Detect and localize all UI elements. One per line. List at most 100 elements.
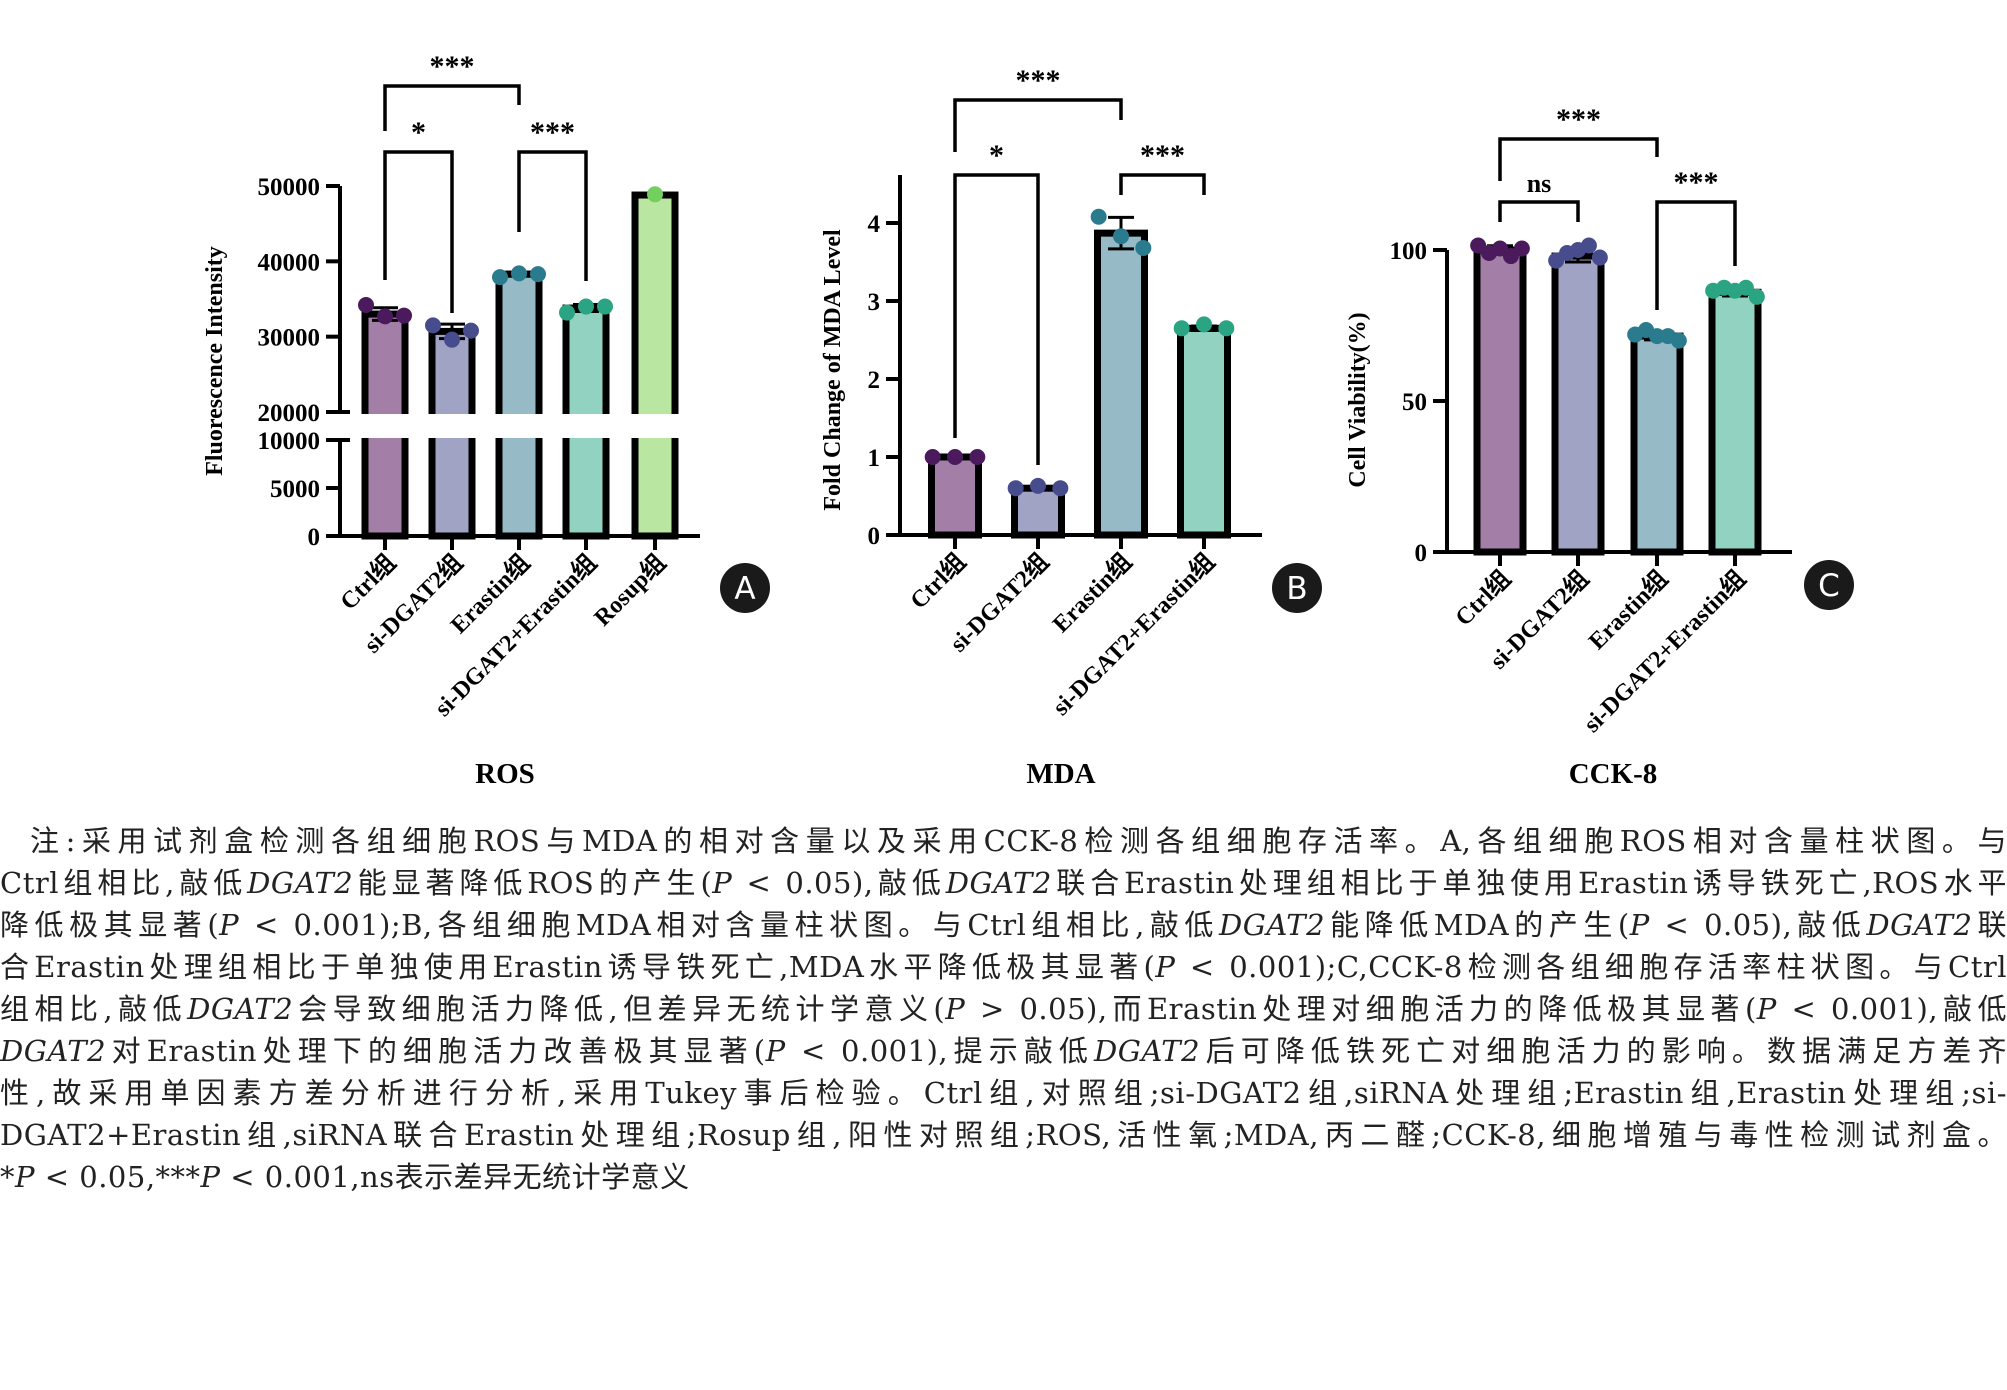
- caption-line: Ctrl组相比,敲低DGAT2能显著降低ROS的产生(P < 0.05),敲低D…: [0, 862, 2007, 904]
- bar: [1473, 246, 1527, 556]
- data-point: [1196, 316, 1212, 333]
- caption-italic-term: DGAT2: [1218, 908, 1326, 942]
- data-point: [924, 449, 941, 465]
- caption-text: < 0.001),敲低: [1776, 992, 2007, 1026]
- caption-text: < 0.05),敲低: [732, 866, 946, 900]
- y-axis-label: Fold Change of MDA Level: [820, 229, 846, 511]
- data-point: [1591, 249, 1608, 266]
- caption-text: < 0.001,ns表示差异无统计学意义: [220, 1160, 690, 1194]
- panel-badge: [1272, 563, 1322, 613]
- data-point: [1513, 240, 1530, 257]
- significance-bracket: [953, 173, 1040, 465]
- significance-label: *: [989, 139, 1004, 172]
- caption-text: < 0.05,***: [35, 1160, 201, 1194]
- panel-letter: B: [1286, 571, 1307, 607]
- caption-text: Ctrl组相比,敲低: [0, 866, 248, 900]
- data-point: [1737, 279, 1754, 296]
- bar-break-gap: [426, 414, 478, 438]
- significance-label: ***: [530, 116, 575, 149]
- data-point: [530, 266, 546, 283]
- panel-title: MDA: [1026, 758, 1095, 790]
- caption-text: *: [0, 1160, 15, 1194]
- y-tick-label: 0: [308, 524, 321, 551]
- data-point: [1670, 332, 1687, 349]
- data-point: [1007, 480, 1024, 497]
- y-tick-label: 0: [868, 523, 881, 550]
- panel-mda: 0 1 2 3 4 Fold Change of MDA Level Ctrl组 si-DGA…: [820, 64, 1322, 790]
- bar-break-gap: [629, 414, 681, 438]
- caption-italic-term: P: [1756, 992, 1777, 1026]
- caption-italic-term: DGAT2: [247, 866, 354, 900]
- caption-line: 合Erastin处理组相比于单独使用Erastin诱导铁死亡,MDA水平降低极其…: [0, 946, 2007, 988]
- data-point: [578, 298, 594, 315]
- figure-caption: 注:采用试剂盒检测各组细胞ROS与MDA的相对含量以及采用CCK-8检测各组细胞…: [0, 820, 2007, 1198]
- data-point: [1580, 237, 1597, 254]
- data-point: [1173, 320, 1190, 337]
- data-point: [597, 298, 613, 315]
- caption-text: < 0.001),提示敲低: [785, 1034, 1095, 1068]
- caption-italic-term: P: [1155, 950, 1176, 984]
- panel-title: ROS: [475, 758, 535, 790]
- bar: [1708, 288, 1762, 556]
- data-point: [1090, 208, 1107, 225]
- data-point: [1748, 288, 1765, 305]
- y-tick-label: 30000: [258, 325, 321, 352]
- y-tick-label: 3: [868, 289, 881, 316]
- y-axis-label: Cell Viability(%): [1345, 312, 1371, 487]
- data-point: [511, 265, 527, 282]
- data-point: [444, 331, 460, 348]
- data-point: [358, 297, 374, 314]
- caption-text: < 0.001);C,CCK-8检测各组细胞存活率柱状图。与Ctrl: [1175, 950, 2007, 984]
- caption-italic-term: DGAT2: [1866, 908, 1973, 942]
- bar: [1630, 332, 1684, 556]
- caption-italic-term: DGAT2: [187, 992, 294, 1026]
- caption-italic-term: DGAT2: [0, 1034, 107, 1068]
- significance-bracket: [1655, 200, 1737, 310]
- data-point: [492, 269, 508, 286]
- x-tick-label: Erastin组: [1047, 548, 1137, 638]
- y-tick-label: 20000: [258, 400, 321, 427]
- bar: [495, 270, 543, 540]
- data-point: [463, 322, 479, 339]
- caption-line: 注:采用试剂盒检测各组细胞ROS与MDA的相对含量以及采用CCK-8检测各组细胞…: [0, 820, 2007, 862]
- panel-letter: A: [734, 571, 755, 607]
- y-tick-label: 4: [868, 211, 881, 238]
- caption-text: 会导致细胞活力降低,但差异无统计学意义(: [293, 992, 946, 1026]
- significance-label: ***: [1556, 103, 1601, 136]
- y-tick-label: 1: [868, 445, 881, 472]
- data-point: [1135, 239, 1152, 256]
- panel-letter: C: [1818, 568, 1840, 604]
- figure: 050001000020000300004000050000Fluorescen…: [202, 50, 1854, 790]
- caption-line: DGAT2+Erastin组,siRNA联合Erastin处理组;Rosup组,…: [0, 1114, 2007, 1156]
- caption-text: 能显著降低ROS的产生(: [353, 866, 713, 900]
- bar-break-gap: [560, 414, 612, 438]
- bar: [1011, 484, 1065, 539]
- significance-bracket: [383, 84, 521, 131]
- caption-italic-term: P: [1629, 908, 1650, 942]
- caption-text: > 0.05),而Erastin处理对细胞活力的降低极其显著(: [965, 992, 1757, 1026]
- caption-line: 组相比,敲低DGAT2会导致细胞活力降低,但差异无统计学意义(P > 0.05)…: [0, 988, 2007, 1030]
- data-point: [1030, 477, 1046, 494]
- panel-badge: [1804, 560, 1854, 610]
- caption-italic-term: P: [712, 866, 733, 900]
- panel-badge: [720, 563, 770, 613]
- bar: [631, 191, 679, 540]
- panel-title: CCK-8: [1569, 758, 1658, 790]
- bar-break-gap: [359, 414, 411, 438]
- data-point: [969, 449, 986, 465]
- y-axis-label: Fluorescence Intensity: [202, 246, 228, 476]
- significance-label: *: [411, 116, 426, 149]
- significance-label: ***: [430, 50, 475, 83]
- caption-text: 性,故采用单因素方差分析进行分析,采用Tukey事后检验。Ctrl组,对照组;s…: [0, 1076, 2007, 1110]
- data-point: [1113, 228, 1129, 245]
- data-point: [947, 449, 963, 465]
- y-tick-label: 50000: [258, 174, 321, 201]
- data-point: [1052, 480, 1069, 497]
- data-point: [377, 308, 393, 325]
- caption-text: < 0.05),敲低: [1649, 908, 1867, 942]
- y-tick-label: 5000: [270, 476, 320, 503]
- caption-text: 能降低MDA的产生(: [1325, 908, 1630, 942]
- caption-text: 后可降低铁死亡对细胞活力的影响。数据满足方差齐: [1200, 1034, 2007, 1068]
- data-point: [425, 317, 441, 334]
